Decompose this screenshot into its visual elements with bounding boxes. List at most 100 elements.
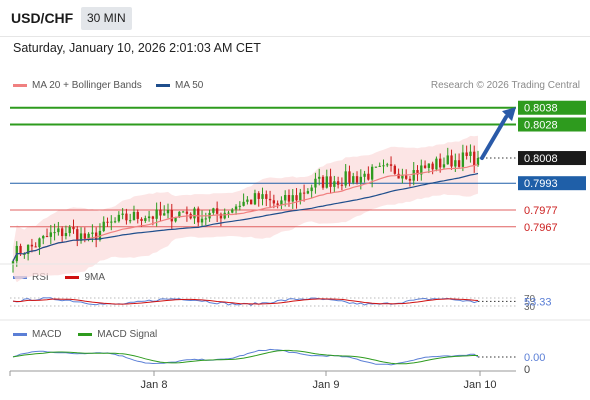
candle-body bbox=[359, 176, 362, 183]
candle-body bbox=[227, 212, 230, 214]
candle-body bbox=[129, 220, 132, 222]
rsi-ma-line bbox=[12, 298, 479, 305]
candle-body bbox=[231, 209, 234, 213]
candle-body bbox=[287, 195, 291, 202]
forecast-arrow-head bbox=[502, 107, 516, 122]
candle-body bbox=[60, 228, 64, 237]
forecast-arrow-shaft bbox=[480, 115, 508, 161]
level-0-8038-label: 0.8038 bbox=[524, 103, 558, 115]
level-0-8028-tag bbox=[518, 117, 586, 132]
candle-body bbox=[26, 244, 30, 254]
candle-body bbox=[181, 211, 185, 213]
candle-body bbox=[344, 171, 347, 186]
level-0-8008-label: 0.8008 bbox=[524, 153, 558, 165]
candle-body bbox=[174, 217, 177, 222]
candle-body bbox=[393, 165, 397, 174]
candle-body bbox=[79, 233, 83, 241]
candle-body bbox=[45, 236, 49, 238]
candle-body bbox=[450, 155, 453, 167]
candle-body bbox=[193, 208, 196, 219]
candle-body bbox=[102, 221, 105, 231]
rsi-ma-legend-label: 9MA bbox=[84, 272, 106, 283]
candle-body bbox=[166, 210, 170, 214]
ma50-swatch bbox=[156, 83, 170, 87]
candle-body bbox=[215, 208, 219, 214]
candle-body bbox=[53, 232, 56, 234]
level-0-8008-tag bbox=[518, 151, 586, 166]
candle-body bbox=[336, 181, 340, 185]
candle-body bbox=[423, 165, 427, 168]
candle-body bbox=[420, 165, 423, 175]
candle-body bbox=[280, 200, 283, 205]
candle-body bbox=[314, 178, 317, 188]
candle-body bbox=[136, 211, 139, 219]
candle-body bbox=[427, 163, 431, 168]
candle-body bbox=[238, 205, 242, 207]
candle-body bbox=[457, 160, 461, 167]
candle-body bbox=[363, 173, 366, 177]
candle-body bbox=[284, 195, 287, 201]
candle-body bbox=[476, 158, 480, 166]
candle-body bbox=[268, 198, 272, 201]
candle-body bbox=[321, 176, 325, 188]
macd-zero-label: 0 bbox=[524, 364, 530, 376]
timeframe-button[interactable]: 30 MIN bbox=[81, 7, 132, 30]
candle-body bbox=[249, 199, 253, 205]
candle-body bbox=[76, 229, 79, 241]
macd-line bbox=[12, 348, 479, 366]
candle-body bbox=[340, 184, 344, 186]
candle-body bbox=[295, 195, 298, 201]
candle-body bbox=[401, 175, 404, 179]
candle-body bbox=[219, 213, 223, 219]
macd-current-label: 0.00 bbox=[524, 352, 545, 364]
candle-body bbox=[306, 191, 310, 194]
candle-body bbox=[378, 165, 381, 167]
candle-body bbox=[163, 213, 166, 216]
candle-body bbox=[367, 173, 370, 180]
candle-body bbox=[291, 195, 294, 202]
research-credit: Research © 2026 Trading Central bbox=[430, 80, 580, 91]
moving-averages bbox=[12, 164, 479, 262]
macd-swatch bbox=[13, 332, 27, 336]
candle-body bbox=[454, 160, 457, 167]
candle-body bbox=[83, 233, 87, 239]
candle-body bbox=[253, 193, 257, 205]
ma20-swatch bbox=[13, 83, 27, 87]
candle-body bbox=[416, 170, 419, 175]
candle-body bbox=[121, 213, 124, 215]
candle-body bbox=[57, 228, 60, 233]
candle-body bbox=[42, 236, 45, 239]
candle-body bbox=[147, 216, 151, 219]
candle-body bbox=[265, 194, 268, 199]
macd-legend-label: MACD bbox=[32, 329, 62, 340]
candle-body bbox=[159, 209, 162, 216]
candle-body bbox=[87, 233, 90, 239]
candle-body bbox=[442, 164, 446, 168]
level-0-7967-label: 0.7967 bbox=[524, 222, 558, 234]
candle-body bbox=[125, 213, 128, 221]
candle-body bbox=[348, 171, 351, 183]
chart-header: USD/CHF 30 MIN bbox=[0, 0, 590, 37]
candle-body bbox=[310, 187, 313, 192]
candle-body bbox=[374, 166, 378, 168]
candle-body bbox=[299, 192, 302, 201]
ma20-line bbox=[12, 164, 479, 262]
candle-body bbox=[352, 176, 355, 183]
ma20-label: MA 20 + Bollinger Bands bbox=[32, 80, 142, 91]
macd-signal-legend-label: MACD Signal bbox=[97, 329, 158, 340]
price-levels: 0.8038 0.8028 0.8008 0.7993 0.7977 0.7967 bbox=[10, 100, 586, 234]
candle-body bbox=[23, 253, 26, 255]
candle-body bbox=[106, 221, 109, 223]
time-axis-label: Jan 10 bbox=[463, 379, 496, 391]
candle-body bbox=[144, 218, 147, 221]
candle-body bbox=[473, 151, 476, 166]
candle-body bbox=[38, 238, 41, 248]
candle-body bbox=[72, 227, 75, 230]
candle-body bbox=[276, 203, 279, 205]
candle-body bbox=[386, 164, 389, 166]
candle-body bbox=[261, 194, 264, 199]
candle-body bbox=[68, 227, 71, 234]
candle-body bbox=[370, 166, 374, 180]
level-0-7977-label: 0.7977 bbox=[524, 205, 558, 217]
